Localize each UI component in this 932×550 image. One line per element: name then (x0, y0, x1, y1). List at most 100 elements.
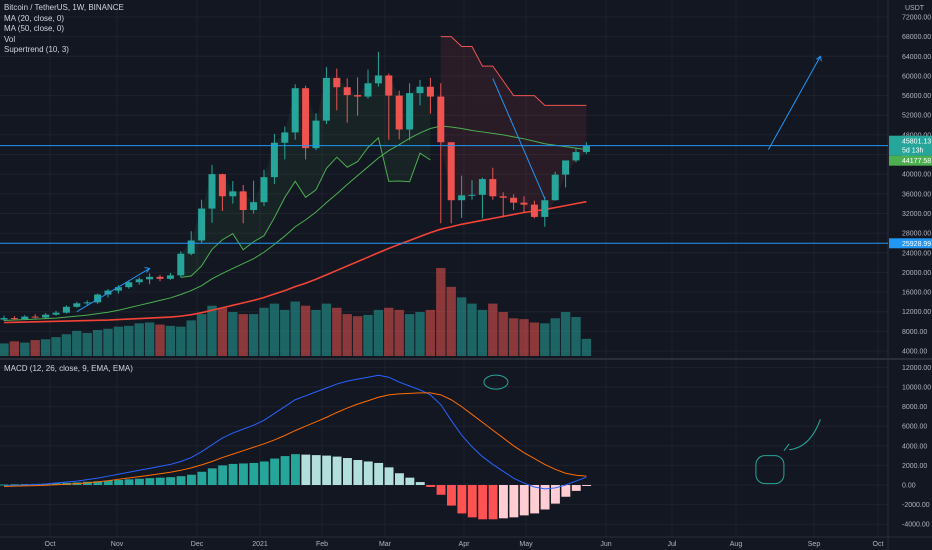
annotation-circle (483, 374, 509, 390)
volume-bar (415, 312, 425, 356)
support-price-label: 25928.99 (902, 241, 931, 248)
volume-bars (0, 268, 592, 356)
candle-body (406, 93, 414, 130)
annotation-box (755, 455, 785, 485)
ma50-legend[interactable]: MA (50, close, 0) (4, 24, 65, 33)
chart-legend: Bitcoin / TetherUS, 1W, BINANCE MA (20, … (4, 3, 124, 56)
candle (406, 83, 414, 141)
candle (343, 78, 351, 123)
candle (541, 196, 549, 227)
macd-histogram-bar (436, 485, 446, 495)
macd-tick-label: 4000.00 (902, 443, 927, 450)
macd-tick-label: 0.00 (902, 483, 916, 490)
volume-bar (352, 316, 363, 356)
macd-tick-label: 2000.00 (902, 463, 927, 470)
candle (62, 305, 70, 314)
candle-body (530, 204, 538, 217)
time-tick-label: Sep (808, 541, 821, 548)
macd-histogram-bar (291, 454, 300, 485)
user-drawings[interactable] (76, 55, 822, 313)
candle-body (166, 275, 174, 279)
candle (478, 177, 486, 219)
volume-bar (124, 325, 134, 356)
candle-body (42, 314, 50, 318)
price-axis[interactable]: USDT 72000.00 68000.00 64000.00 60000.00 5600… (889, 5, 932, 529)
candle-body (0, 318, 8, 320)
volume-bar (72, 330, 82, 356)
candle (489, 167, 497, 200)
candle (42, 313, 50, 319)
arrow-head (816, 55, 822, 62)
price-tick-label: 28000.00 (902, 231, 931, 238)
symbol-title[interactable]: Bitcoin / TetherUS, 1W, BINANCE (4, 3, 124, 12)
macd-histogram-bar (478, 485, 488, 520)
candle-body (551, 174, 559, 201)
volume-bar (300, 305, 311, 356)
macd-histogram-bar (103, 480, 113, 485)
volume-bar (238, 314, 248, 356)
candle-body (229, 191, 237, 197)
candle-body (416, 86, 424, 94)
volume-bar (363, 314, 373, 356)
time-tick-label: Feb (316, 541, 328, 548)
macd-histogram-bar (582, 485, 592, 486)
candle (447, 142, 455, 224)
volume-bar (103, 328, 113, 356)
candle (291, 84, 299, 140)
volume-bar (332, 307, 342, 356)
candle-body (572, 152, 580, 161)
volume-bar (446, 286, 456, 356)
candle (73, 301, 81, 308)
candle (395, 90, 403, 140)
volume-bar (311, 309, 321, 356)
volume-bar (581, 338, 592, 356)
price-tick-label: 24000.00 (902, 250, 931, 257)
time-axis[interactable]: Oct Nov Dec 2021 Feb Mar Apr May Jun Jul Aug Sep Oct (45, 541, 884, 548)
candle (250, 180, 258, 214)
price-tick-label: 60000.00 (902, 73, 931, 80)
volume-bar (82, 332, 92, 356)
volume-bar (404, 314, 415, 356)
candle-body (478, 179, 486, 195)
candle-body (187, 240, 195, 254)
arrow-head (144, 266, 151, 273)
ma-price-tag (889, 155, 932, 166)
candle-body (10, 318, 18, 320)
ma20-legend[interactable]: MA (20, close, 0) (4, 13, 65, 23)
macd-histogram-bar (83, 481, 92, 485)
volume-bar (92, 330, 103, 356)
macd-legend[interactable]: MACD (12, 26, close, 9, EMA, EMA) (4, 364, 133, 373)
macd-tick-label: -2000.00 (902, 502, 930, 509)
macd-histogram-bar (218, 465, 228, 485)
macd-histogram-bar (114, 479, 124, 485)
vol-legend[interactable]: Vol (4, 34, 16, 44)
candle-body (250, 202, 258, 211)
supertrend-legend[interactable]: Supertrend (10, 3) (4, 45, 69, 54)
candle (208, 164, 216, 223)
candle-body (83, 302, 91, 304)
macd-histogram-bar (332, 456, 342, 485)
horizontal-lines[interactable] (0, 145, 888, 244)
candle (374, 51, 382, 87)
candle-body (21, 316, 29, 320)
volume-bar (186, 320, 196, 356)
candle-body (541, 200, 549, 217)
macd-histogram-bar (145, 478, 155, 485)
price-tick-label: 52000.00 (902, 113, 931, 120)
volume-bar (217, 307, 228, 356)
volume-bar (61, 334, 72, 356)
macd-histogram-bar (166, 477, 176, 485)
time-tick-label: Oct (873, 541, 884, 548)
candle (52, 310, 60, 316)
volume-bar (477, 309, 488, 356)
moving-averages (3, 125, 587, 324)
candle (530, 200, 538, 219)
candle-body (281, 132, 289, 143)
macd-histogram-bar (353, 460, 363, 485)
macd-histogram-bar (467, 485, 477, 518)
macd-histogram-bar (187, 474, 196, 485)
candle (260, 169, 268, 207)
ma20-line (3, 125, 587, 322)
candle (135, 277, 143, 285)
